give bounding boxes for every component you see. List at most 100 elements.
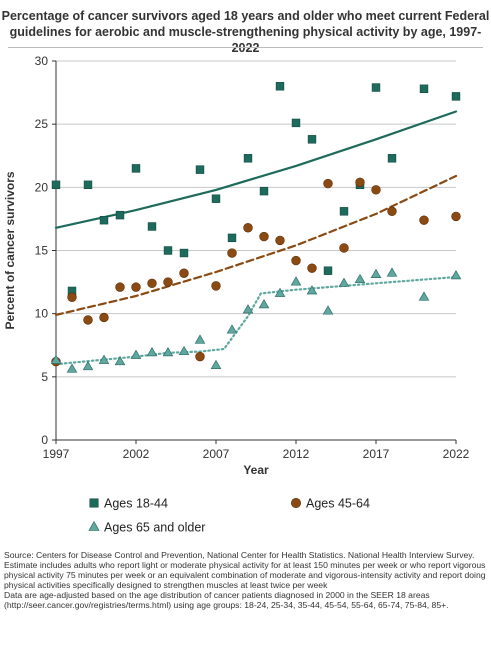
trend-lines bbox=[54, 110, 458, 366]
point-series-3 bbox=[354, 273, 366, 284]
legend-marker-3 bbox=[88, 520, 100, 531]
point-series-1 bbox=[259, 186, 269, 196]
point-series-3 bbox=[210, 359, 222, 369]
point-series-2 bbox=[371, 185, 381, 195]
legend-label: Ages 65 and older bbox=[104, 521, 205, 535]
point-series-3 bbox=[82, 360, 94, 371]
point-series-1 bbox=[163, 246, 173, 255]
point-series-1 bbox=[51, 180, 61, 190]
point-series-2 bbox=[83, 315, 93, 325]
point-series-2 bbox=[163, 277, 173, 287]
point-series-2 bbox=[67, 292, 77, 302]
source-note: Source: Centers for Disease Control and … bbox=[4, 550, 475, 560]
point-series-2 bbox=[147, 278, 157, 289]
point-series-2 bbox=[355, 177, 365, 187]
y-tick-label: 5 bbox=[41, 370, 48, 384]
title-divider bbox=[8, 47, 483, 48]
legend-marker-2 bbox=[290, 497, 301, 508]
point-series-3 bbox=[274, 287, 286, 297]
point-series-1 bbox=[307, 135, 317, 144]
point-series-3 bbox=[130, 349, 142, 359]
y-tick-label: 30 bbox=[35, 54, 49, 68]
point-series-3 bbox=[194, 334, 206, 344]
point-series-3 bbox=[418, 291, 430, 301]
point-series-3 bbox=[66, 363, 78, 373]
legend: Ages 18-44 Ages 45-64 Ages 65 and older bbox=[88, 497, 370, 535]
point-series-3 bbox=[322, 305, 334, 315]
y-tick-label: 10 bbox=[35, 307, 49, 321]
point-series-3 bbox=[290, 276, 302, 286]
x-tick-label: 2007 bbox=[203, 447, 230, 461]
y-tick-label: 15 bbox=[35, 244, 49, 258]
point-series-3 bbox=[226, 324, 238, 334]
point-series-1 bbox=[147, 222, 157, 231]
point-series-2 bbox=[275, 235, 285, 246]
point-series-3 bbox=[146, 346, 158, 357]
x-tick-label: 2022 bbox=[443, 447, 470, 461]
point-series-1 bbox=[339, 207, 349, 216]
point-series-2 bbox=[259, 231, 269, 242]
point-series-2 bbox=[227, 248, 237, 258]
point-series-2 bbox=[451, 211, 461, 222]
point-series-2 bbox=[387, 206, 397, 217]
point-series-1 bbox=[115, 210, 125, 220]
point-series-3 bbox=[178, 345, 190, 356]
legend-marker-1 bbox=[89, 498, 99, 508]
point-series-1 bbox=[323, 266, 333, 275]
y-tick-label: 25 bbox=[35, 117, 49, 131]
point-series-1 bbox=[419, 84, 429, 93]
point-series-1 bbox=[179, 248, 189, 258]
point-series-1 bbox=[227, 233, 237, 243]
point-series-2 bbox=[211, 281, 221, 291]
x-tick-label: 1997 bbox=[43, 447, 70, 461]
point-series-1 bbox=[131, 164, 141, 173]
point-series-1 bbox=[451, 92, 461, 101]
point-series-1 bbox=[275, 82, 285, 91]
point-series-2 bbox=[179, 268, 189, 278]
point-series-2 bbox=[131, 282, 141, 292]
point-series-2 bbox=[195, 351, 205, 362]
point-series-3 bbox=[306, 285, 318, 295]
point-series-2 bbox=[291, 255, 301, 266]
point-series-1 bbox=[243, 154, 253, 163]
axes: 0 5 10 15 20 25 30 1997 2002 2007 2012 2017 2022 Year… bbox=[3, 54, 470, 477]
age-adjustment-note: Data are age-adjusted based on the age d… bbox=[4, 590, 449, 610]
point-series-2 bbox=[323, 178, 333, 189]
y-axis-title: Percent of cancer survivors bbox=[3, 171, 17, 329]
point-series-1 bbox=[387, 154, 397, 163]
point-series-3 bbox=[114, 355, 126, 366]
chart: 0 5 10 15 20 25 30 1997 2002 2007 2012 2017 2022 Year… bbox=[3, 54, 470, 535]
point-series-3 bbox=[242, 304, 254, 314]
point-series-1 bbox=[99, 215, 109, 225]
point-series-1 bbox=[195, 165, 205, 174]
point-series-3 bbox=[450, 269, 462, 280]
footnotes: Source: Centers for Disease Control and … bbox=[4, 550, 488, 610]
y-tick-label: 20 bbox=[35, 180, 49, 194]
point-series-3 bbox=[50, 354, 62, 364]
point-series-1 bbox=[211, 194, 221, 203]
point-series-3 bbox=[338, 277, 350, 287]
trend-line-series-3 bbox=[54, 275, 458, 366]
legend-label: Ages 45-64 bbox=[306, 497, 370, 511]
y-tick-label: 0 bbox=[41, 433, 48, 447]
legend-label: Ages 18-44 bbox=[104, 497, 168, 511]
point-series-2 bbox=[307, 263, 317, 273]
point-series-1 bbox=[83, 180, 93, 190]
data-points bbox=[50, 82, 462, 373]
point-series-2 bbox=[419, 215, 429, 225]
point-series-2 bbox=[115, 282, 125, 292]
point-series-2 bbox=[243, 223, 253, 233]
x-tick-label: 2012 bbox=[283, 447, 310, 461]
point-series-3 bbox=[98, 354, 110, 364]
x-tick-label: 2017 bbox=[363, 447, 390, 461]
x-tick-label: 2002 bbox=[123, 447, 150, 461]
point-series-1 bbox=[371, 83, 381, 92]
point-series-2 bbox=[99, 312, 109, 323]
point-series-3 bbox=[370, 268, 382, 278]
x-axis-title: Year bbox=[243, 463, 269, 477]
point-series-3 bbox=[162, 346, 174, 357]
point-series-2 bbox=[339, 243, 349, 253]
point-series-3 bbox=[258, 298, 270, 309]
point-series-3 bbox=[386, 267, 398, 277]
chart-title: Percentage of cancer survivors aged 18 y… bbox=[1, 9, 490, 55]
